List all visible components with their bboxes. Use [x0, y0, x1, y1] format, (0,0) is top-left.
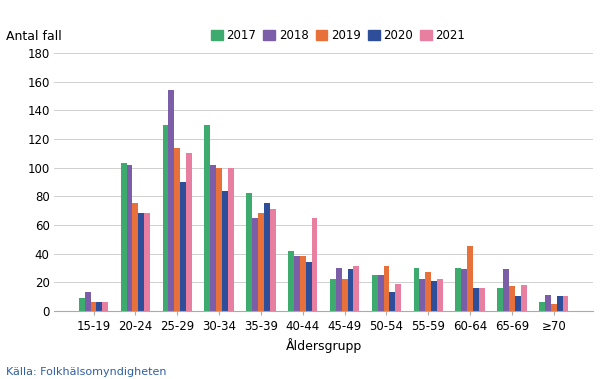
- Bar: [456, 268, 462, 311]
- Bar: [85, 292, 91, 311]
- Bar: [270, 209, 275, 311]
- Bar: [473, 288, 479, 311]
- Text: Antal fall: Antal fall: [6, 30, 62, 43]
- Bar: [353, 266, 359, 311]
- Bar: [186, 153, 192, 311]
- Bar: [91, 302, 96, 311]
- Bar: [132, 204, 139, 311]
- Bar: [557, 296, 563, 311]
- Bar: [390, 292, 395, 311]
- Bar: [139, 213, 144, 311]
- Bar: [204, 125, 211, 311]
- Bar: [479, 288, 485, 311]
- Bar: [79, 298, 85, 311]
- Bar: [467, 246, 473, 311]
- Bar: [180, 182, 186, 311]
- Bar: [521, 285, 526, 311]
- Bar: [126, 165, 132, 311]
- Bar: [551, 304, 557, 311]
- Bar: [306, 262, 312, 311]
- Bar: [163, 125, 168, 311]
- Bar: [509, 287, 515, 311]
- Bar: [211, 165, 216, 311]
- Bar: [515, 296, 521, 311]
- X-axis label: Åldersgrupp: Åldersgrupp: [286, 338, 362, 353]
- Bar: [96, 302, 102, 311]
- Bar: [395, 283, 401, 311]
- Bar: [378, 275, 384, 311]
- Bar: [258, 213, 264, 311]
- Bar: [294, 256, 300, 311]
- Bar: [372, 275, 378, 311]
- Bar: [288, 251, 294, 311]
- Bar: [503, 269, 509, 311]
- Bar: [174, 147, 180, 311]
- Bar: [437, 279, 443, 311]
- Bar: [246, 193, 252, 311]
- Bar: [228, 168, 234, 311]
- Bar: [168, 90, 174, 311]
- Bar: [419, 279, 425, 311]
- Bar: [497, 288, 503, 311]
- Bar: [425, 272, 431, 311]
- Legend: 2017, 2018, 2019, 2020, 2021: 2017, 2018, 2019, 2020, 2021: [211, 29, 465, 42]
- Bar: [330, 279, 336, 311]
- Bar: [545, 295, 551, 311]
- Bar: [431, 281, 437, 311]
- Bar: [252, 218, 258, 311]
- Bar: [384, 266, 390, 311]
- Bar: [312, 218, 318, 311]
- Bar: [300, 256, 306, 311]
- Bar: [222, 191, 228, 311]
- Bar: [102, 302, 108, 311]
- Text: Källa: Folkhälsomyndigheten: Källa: Folkhälsomyndigheten: [6, 367, 166, 377]
- Bar: [144, 213, 150, 311]
- Bar: [414, 268, 419, 311]
- Bar: [462, 269, 467, 311]
- Bar: [563, 296, 569, 311]
- Bar: [539, 302, 545, 311]
- Bar: [216, 168, 222, 311]
- Bar: [264, 204, 270, 311]
- Bar: [342, 279, 347, 311]
- Bar: [336, 268, 342, 311]
- Bar: [347, 269, 353, 311]
- Bar: [121, 163, 126, 311]
